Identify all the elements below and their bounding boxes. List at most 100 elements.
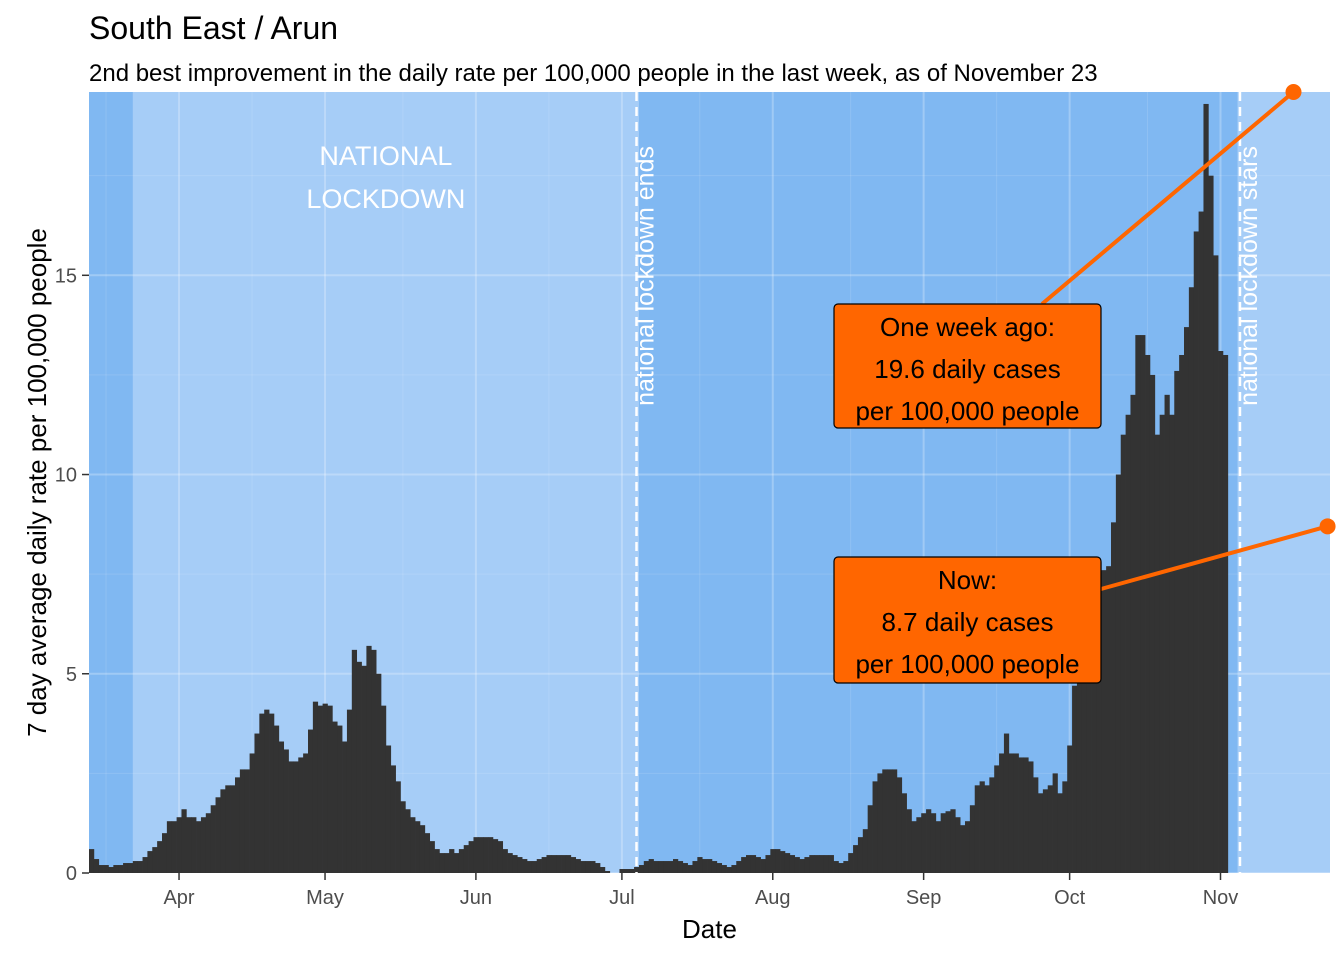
bar bbox=[668, 861, 674, 873]
bar bbox=[823, 855, 830, 873]
bar bbox=[1149, 374, 1156, 873]
bar bbox=[1101, 570, 1107, 873]
bar bbox=[1091, 574, 1097, 873]
bar bbox=[1213, 255, 1219, 874]
bar bbox=[1062, 781, 1068, 873]
bar bbox=[152, 847, 158, 873]
bar bbox=[682, 863, 688, 873]
x-tick-label: Apr bbox=[163, 887, 194, 909]
bar bbox=[750, 855, 757, 873]
bar bbox=[497, 841, 504, 873]
bar bbox=[901, 793, 907, 873]
bar bbox=[643, 861, 650, 873]
bar bbox=[965, 821, 971, 873]
bar bbox=[677, 861, 684, 873]
bar bbox=[458, 849, 465, 873]
bar bbox=[950, 809, 956, 873]
bar bbox=[580, 861, 586, 873]
shaded-period-label: NATIONAL LOCKDOWN bbox=[306, 141, 465, 214]
bar bbox=[517, 857, 523, 873]
bar bbox=[726, 867, 732, 873]
bar bbox=[1130, 394, 1136, 873]
bar bbox=[916, 817, 922, 873]
bar bbox=[799, 859, 805, 873]
bar bbox=[707, 859, 713, 873]
event-lines: national lockdown ends national lockdown … bbox=[632, 92, 1263, 873]
callout-text-now: per 100,000 people bbox=[855, 649, 1079, 679]
bar bbox=[692, 861, 698, 873]
x-axis-title: Date bbox=[682, 914, 737, 944]
bar bbox=[1169, 414, 1175, 873]
bar bbox=[1203, 103, 1209, 873]
bar bbox=[794, 857, 800, 873]
bar bbox=[619, 869, 625, 873]
y-tick-label: 15 bbox=[55, 265, 77, 287]
bar bbox=[765, 855, 771, 873]
bar bbox=[1198, 211, 1204, 873]
x-tick-label: Jun bbox=[460, 887, 492, 909]
bar bbox=[673, 859, 679, 873]
bar bbox=[93, 859, 100, 873]
bar bbox=[1140, 335, 1146, 874]
bar bbox=[600, 867, 606, 873]
x-tick-label: Jul bbox=[609, 887, 635, 909]
bar bbox=[969, 805, 976, 873]
callout-box-now bbox=[833, 556, 1102, 684]
bar bbox=[322, 703, 328, 873]
bar bbox=[429, 841, 435, 873]
bar bbox=[1042, 789, 1049, 873]
bar bbox=[1047, 785, 1053, 873]
bar bbox=[1072, 685, 1078, 873]
bar bbox=[522, 859, 528, 873]
bar bbox=[254, 733, 260, 873]
bar bbox=[400, 801, 406, 873]
bar bbox=[1145, 354, 1151, 873]
y-axis-title: 7 day average daily rate per 100,000 peo… bbox=[22, 228, 52, 737]
bar bbox=[308, 729, 314, 873]
bar bbox=[780, 851, 786, 873]
callout-point-week_ago bbox=[1285, 84, 1302, 100]
bar bbox=[137, 861, 143, 873]
bar bbox=[1086, 594, 1092, 873]
bar bbox=[770, 849, 776, 873]
bar bbox=[804, 857, 810, 873]
bar bbox=[200, 817, 207, 873]
bar bbox=[1008, 753, 1015, 873]
bar bbox=[892, 769, 898, 873]
bar bbox=[424, 833, 431, 873]
bar bbox=[1067, 745, 1073, 873]
bar bbox=[984, 785, 990, 873]
bar bbox=[746, 855, 752, 873]
bar bbox=[940, 813, 946, 873]
bar bbox=[814, 855, 820, 873]
bar bbox=[648, 859, 654, 873]
bar bbox=[906, 809, 912, 873]
bar bbox=[108, 867, 114, 873]
bar bbox=[235, 777, 241, 873]
bar bbox=[186, 817, 192, 873]
bar bbox=[979, 781, 985, 873]
bar bbox=[541, 857, 547, 873]
bar bbox=[298, 757, 304, 873]
bar bbox=[89, 849, 95, 873]
bar bbox=[1179, 354, 1185, 873]
bar bbox=[926, 809, 932, 873]
bar bbox=[896, 777, 903, 873]
shaded-period-1 bbox=[1237, 92, 1330, 873]
bar bbox=[697, 857, 703, 873]
bar bbox=[716, 863, 723, 873]
bar bbox=[147, 851, 153, 873]
callout-leader-week_ago bbox=[1040, 90, 1295, 306]
bar bbox=[142, 857, 148, 873]
bar bbox=[259, 713, 265, 873]
bar bbox=[327, 705, 333, 873]
bar bbox=[872, 781, 878, 873]
axes: 0 5 10 15 Apr May Jun Jul Aug Sep Oct Nov Date 7 day … bbox=[22, 228, 1238, 944]
bar bbox=[760, 859, 766, 873]
bar bbox=[848, 853, 854, 873]
callout-text-now: Now: bbox=[938, 565, 997, 595]
x-tick-label: Oct bbox=[1054, 887, 1086, 909]
bar bbox=[819, 855, 825, 873]
event-label-1: national lockdown stars bbox=[1235, 146, 1263, 406]
bar bbox=[205, 813, 212, 873]
